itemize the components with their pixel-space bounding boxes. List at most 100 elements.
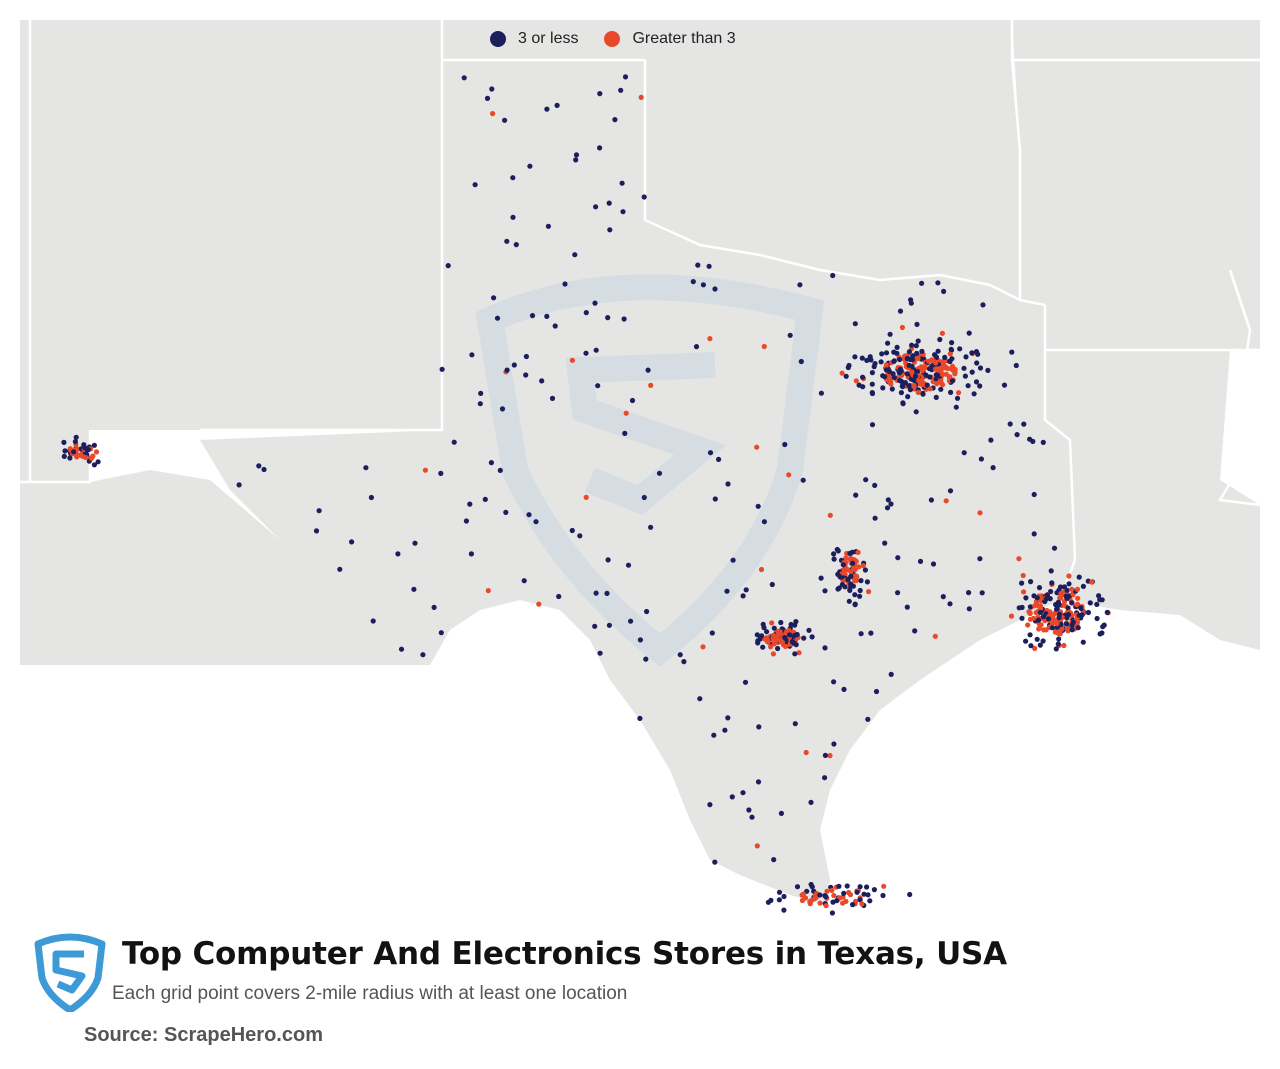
- store-point-low: [605, 315, 611, 321]
- store-point-low: [902, 380, 909, 386]
- store-point-low: [1019, 615, 1025, 621]
- store-point-low: [842, 584, 848, 590]
- store-point-high: [911, 382, 917, 389]
- store-point-high: [78, 452, 84, 458]
- store-point-low: [787, 332, 793, 338]
- store-point-low: [793, 619, 799, 625]
- store-point-low: [527, 163, 533, 169]
- store-point-low: [755, 503, 761, 509]
- store-point-low: [963, 354, 969, 360]
- map-title: Top Computer And Electronics Stores in T…: [122, 936, 1007, 972]
- store-point-low: [787, 632, 793, 638]
- store-point-high: [67, 446, 73, 452]
- store-point-low: [722, 727, 728, 733]
- store-point-low: [656, 470, 663, 476]
- state-new-mexico: [20, 20, 442, 482]
- store-point-low: [906, 362, 912, 368]
- store-point-low: [1021, 421, 1027, 427]
- store-point-low: [865, 716, 871, 722]
- store-point-high: [939, 371, 946, 377]
- store-point-low: [865, 892, 871, 898]
- store-point-low: [831, 741, 837, 747]
- store-point-high: [860, 563, 866, 569]
- store-point-low: [709, 630, 715, 636]
- store-point-high: [796, 650, 802, 656]
- store-point-low: [794, 884, 801, 890]
- store-point-low: [947, 488, 954, 494]
- region-mexico: [20, 470, 430, 665]
- store-point-low: [1066, 581, 1072, 587]
- store-point-high: [761, 343, 767, 350]
- store-point-low: [488, 460, 494, 466]
- store-point-low: [595, 383, 601, 389]
- store-dots: [61, 74, 1111, 916]
- land-layer: [20, 20, 1260, 905]
- store-point-low: [759, 633, 765, 639]
- store-point-low: [852, 602, 858, 608]
- store-point-low: [890, 371, 896, 377]
- store-point-low: [236, 482, 242, 488]
- store-point-low: [957, 346, 963, 352]
- store-point-high: [909, 369, 915, 375]
- store-point-low: [1097, 631, 1103, 637]
- store-point-low: [743, 587, 749, 593]
- store-point-high: [779, 639, 786, 646]
- store-point-low: [1028, 579, 1034, 585]
- store-point-low: [904, 371, 910, 377]
- store-point-low: [491, 295, 497, 301]
- store-point-low: [894, 350, 900, 356]
- store-point-low: [1031, 491, 1037, 498]
- store-point-low: [256, 463, 262, 469]
- store-point-low: [1023, 595, 1029, 601]
- store-point-high: [943, 498, 949, 504]
- store-point-high: [852, 567, 858, 573]
- store-point-low: [792, 651, 798, 657]
- store-point-low: [868, 357, 874, 363]
- store-point-low: [882, 374, 888, 380]
- store-point-low: [439, 366, 445, 372]
- legend-dot-low: [490, 31, 506, 47]
- store-point-low: [469, 352, 475, 358]
- store-point-low: [569, 527, 575, 534]
- store-point-high: [915, 389, 921, 395]
- store-point-low: [831, 556, 837, 562]
- store-point-low: [792, 721, 798, 727]
- texas-map: [20, 20, 1261, 916]
- store-point-low: [775, 645, 781, 652]
- store-point-low: [1104, 609, 1110, 616]
- store-point-high: [700, 644, 706, 650]
- store-point-low: [482, 496, 488, 502]
- store-point-low: [1051, 545, 1058, 551]
- store-point-high: [843, 566, 850, 572]
- store-point-low: [882, 540, 888, 546]
- store-point-high: [1074, 586, 1081, 592]
- store-point-low: [597, 650, 603, 656]
- store-point-low: [749, 814, 755, 820]
- store-point-low: [707, 450, 714, 456]
- store-point-low: [712, 286, 718, 292]
- store-point-low: [861, 891, 867, 897]
- store-point-low: [888, 501, 894, 507]
- store-point-low: [949, 356, 955, 362]
- store-point-low: [894, 344, 900, 350]
- store-point-low: [1036, 585, 1043, 591]
- store-point-low: [1096, 593, 1102, 599]
- store-point-high: [485, 588, 491, 594]
- watermark-logo: [475, 274, 825, 667]
- store-point-low: [857, 897, 863, 903]
- store-point-high: [648, 382, 654, 388]
- store-point-low: [864, 579, 871, 585]
- store-point-low: [906, 349, 913, 355]
- store-point-low: [778, 810, 785, 817]
- store-point-low: [81, 442, 87, 448]
- store-point-high: [803, 749, 809, 756]
- store-point-high: [786, 627, 792, 634]
- store-point-low: [539, 378, 545, 384]
- store-point-low: [700, 282, 707, 288]
- store-point-low: [316, 508, 322, 514]
- store-point-low: [606, 622, 613, 628]
- store-point-low: [641, 194, 647, 200]
- store-point-low: [605, 557, 611, 563]
- store-point-low: [835, 548, 841, 554]
- store-point-low: [909, 342, 915, 348]
